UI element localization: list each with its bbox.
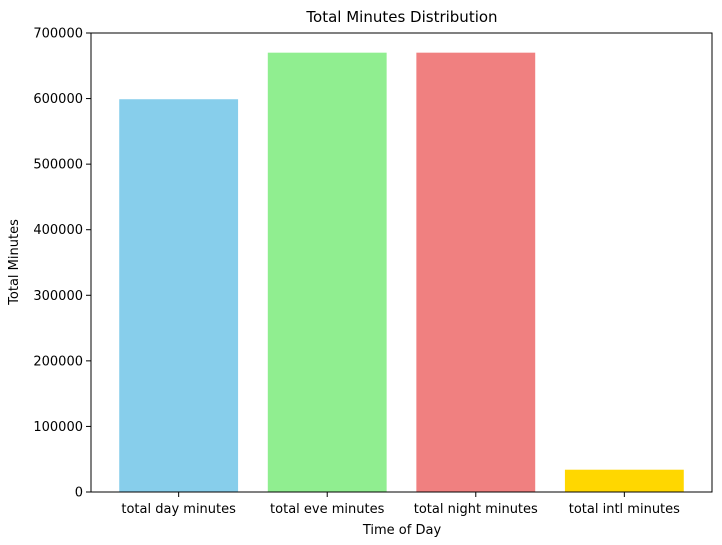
y-tick-label: 200000 — [33, 354, 83, 369]
x-tick-label: total day minutes — [121, 502, 236, 517]
bar-total-eve-minutes — [267, 52, 387, 493]
y-tick-label: 100000 — [33, 420, 83, 435]
y-tick-label: 700000 — [33, 27, 83, 42]
plot-frame — [90, 32, 713, 493]
bar-total-day-minutes — [119, 99, 239, 492]
y-tick-label: 300000 — [33, 289, 83, 304]
x-tick-label: total night minutes — [414, 502, 538, 517]
x-axis-title: Time of Day — [362, 523, 442, 538]
bars-group — [119, 52, 684, 493]
y-tick-label: 400000 — [33, 223, 83, 238]
x-tick-label: total intl minutes — [569, 502, 680, 517]
bar-total-night-minutes — [416, 52, 536, 493]
y-axis: 0 100000 200000 300000 400000 500000 600000 700… — [33, 27, 91, 501]
bar-total-intl-minutes — [564, 469, 684, 492]
y-tick-label: 500000 — [33, 158, 83, 173]
y-axis-title: Total Minutes — [7, 219, 22, 306]
y-tick-label: 600000 — [33, 92, 83, 107]
y-tick-label: 0 — [75, 486, 83, 501]
x-tick-label: total eve minutes — [270, 502, 385, 517]
x-axis: total day minutes total eve minutes total … — [121, 492, 680, 517]
chart-title: Total Minutes Distribution — [305, 8, 497, 26]
